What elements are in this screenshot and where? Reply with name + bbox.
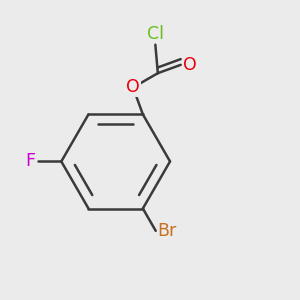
Text: O: O (183, 56, 197, 74)
Text: O: O (126, 79, 140, 97)
Text: Cl: Cl (147, 25, 164, 43)
Text: Br: Br (157, 222, 176, 240)
Text: F: F (26, 152, 36, 170)
